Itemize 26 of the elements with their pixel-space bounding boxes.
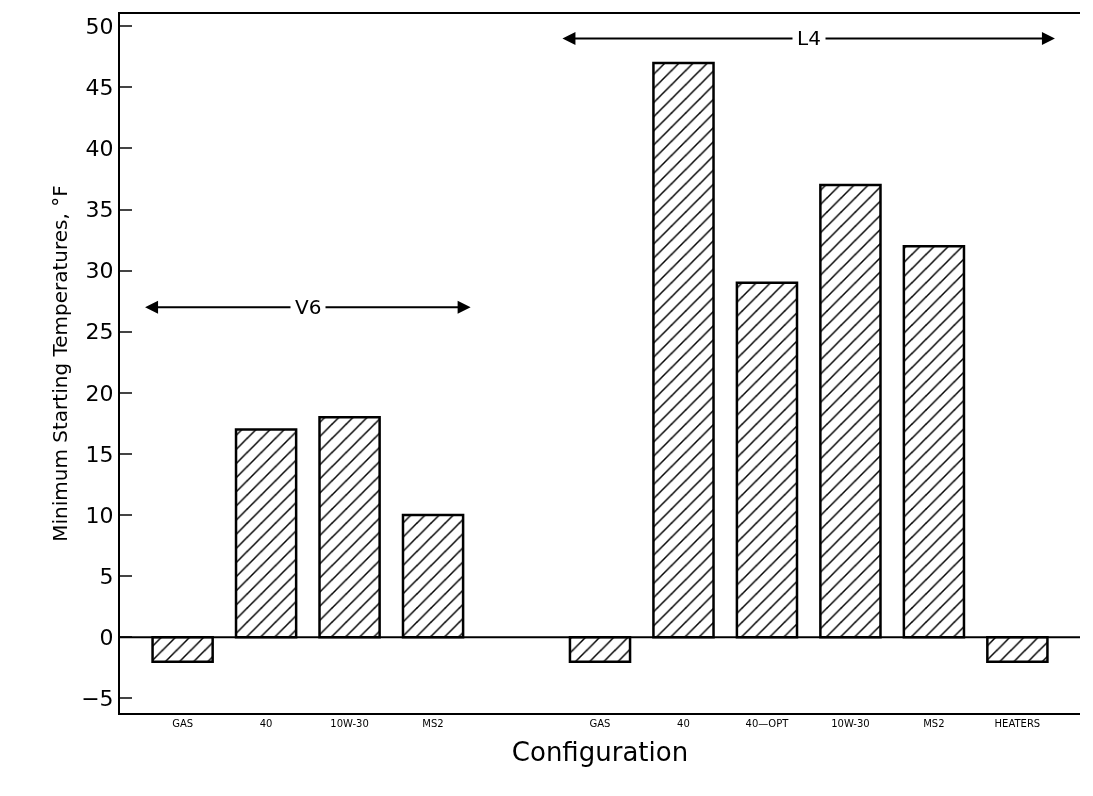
y-tick-label: 20 (85, 380, 114, 406)
x-tick-label: 10W-30 (831, 718, 870, 729)
y-tick-label: 10 (85, 502, 114, 528)
y-tick-label: 40 (85, 136, 114, 162)
x-tick-label: 40 (677, 718, 690, 729)
y-tick-label: 50 (85, 13, 114, 39)
x-axis-title: Configuration (511, 737, 689, 768)
annotation: V6 (295, 295, 322, 319)
y-tick-label: 35 (85, 197, 114, 223)
y-tick-label: 5 (99, 563, 114, 589)
x-tick-label: 10W-30 (330, 718, 369, 729)
y-tick-label: 30 (85, 258, 114, 284)
y-tick-label: 45 (85, 75, 114, 101)
y-tick-label: 0 (99, 624, 114, 650)
x-tick-label: 40 (259, 718, 273, 729)
x-tick-label: MS2 (923, 718, 945, 729)
y-tick-label: 15 (85, 441, 114, 467)
x-tick-label: GAS (589, 718, 611, 729)
x-tick-label: HEATERS (994, 718, 1041, 729)
annotation: L4 (797, 26, 821, 50)
y-tick-label: 25 (85, 319, 114, 345)
y-axis-title: Minimum Starting Temperatures, °F (48, 185, 73, 542)
x-tick-label: 40—OPT (745, 718, 790, 729)
x-tick-label: MS2 (422, 718, 444, 729)
x-tick-label: GAS (172, 718, 194, 729)
y-tick-label: −5 (81, 686, 114, 712)
